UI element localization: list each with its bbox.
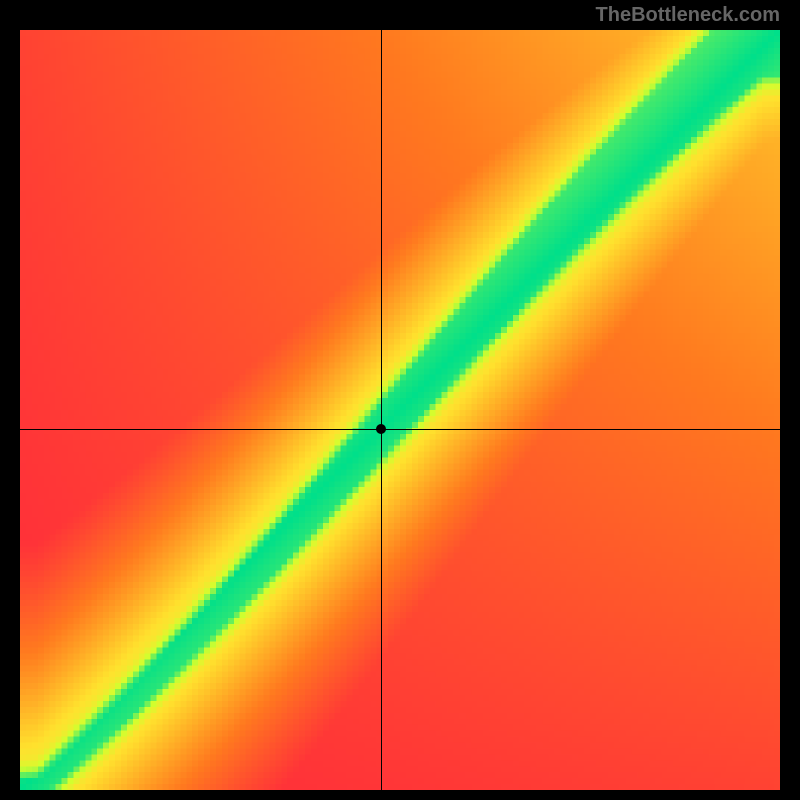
chart-container: TheBottleneck.com [0, 0, 800, 800]
heatmap-plot [20, 30, 780, 790]
attribution-text: TheBottleneck.com [596, 4, 780, 27]
heatmap-canvas [20, 30, 780, 790]
data-point-marker [376, 424, 386, 434]
crosshair-horizontal [20, 429, 780, 430]
crosshair-vertical [381, 30, 382, 790]
